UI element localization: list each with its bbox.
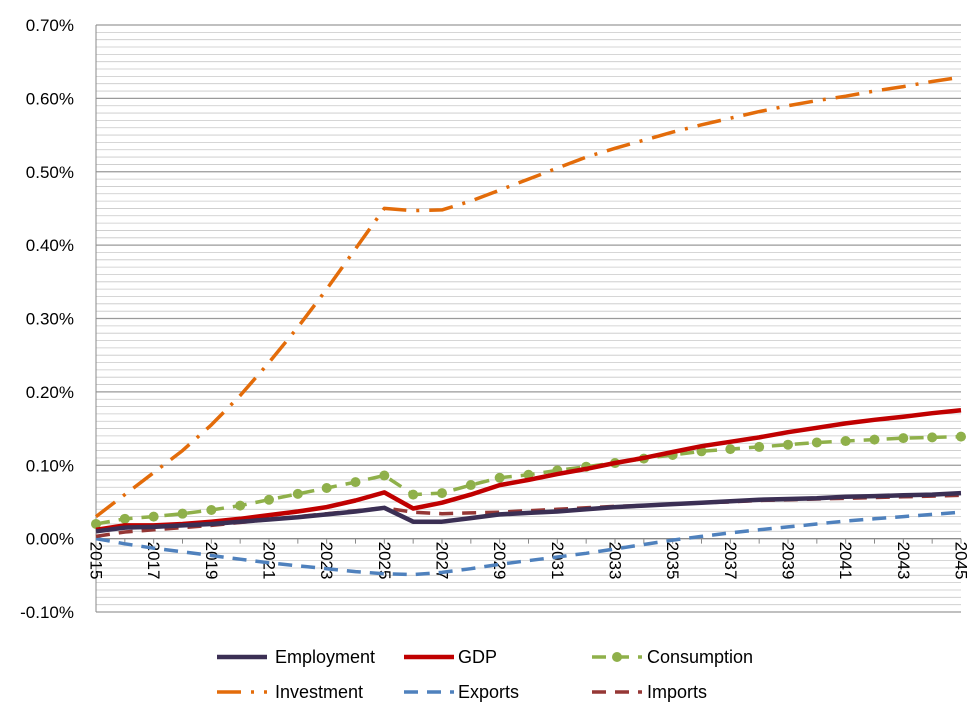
series-point-consumption (465, 480, 476, 491)
legend-label-gdp: GDP (458, 647, 497, 667)
legend-label-imports: Imports (647, 682, 707, 702)
y-tick-label: 0.60% (26, 89, 74, 108)
series-point-consumption (408, 489, 419, 500)
series-point-consumption (869, 434, 880, 445)
x-tick-label: 2021 (260, 542, 279, 580)
x-tick-label: 2025 (375, 542, 394, 580)
series-point-consumption (264, 494, 274, 505)
plot-area (91, 75, 966, 577)
series-point-consumption (898, 433, 909, 444)
series-line-gdp (95, 407, 962, 533)
x-tick-label: 2045 (952, 542, 969, 580)
x-tick-label: 2037 (721, 542, 740, 580)
series-point-consumption (725, 444, 736, 455)
series-line-exports (95, 510, 962, 577)
y-tick-label: 0.30% (26, 310, 74, 329)
x-tick-label: 2043 (894, 542, 913, 580)
series-point-consumption (235, 500, 246, 511)
legend-label-consumption: Consumption (647, 647, 753, 667)
y-tick-label: 0.20% (26, 383, 74, 402)
series-point-consumption (840, 436, 851, 447)
legend-marker-consumption (612, 652, 622, 662)
y-tick-label: -0.10% (20, 603, 74, 622)
series-line-employment (95, 490, 962, 534)
series-point-consumption (811, 437, 822, 448)
series-point-consumption (148, 511, 159, 522)
series-point-consumption (292, 488, 303, 499)
series-point-consumption (927, 432, 938, 443)
series-point-consumption (350, 477, 361, 488)
y-tick-label: 0.70% (26, 16, 74, 35)
series-point-consumption (437, 488, 447, 499)
x-tick-label: 2039 (779, 542, 798, 580)
series-point-consumption (379, 470, 390, 481)
series-point-consumption (956, 431, 966, 442)
y-tick-label: 0.50% (26, 163, 74, 182)
legend-label-exports: Exports (458, 682, 519, 702)
series-line-imports (95, 493, 962, 539)
y-tick-label: 0.40% (26, 236, 74, 255)
y-tick-label: 0.00% (26, 530, 74, 549)
series-point-consumption (206, 505, 217, 516)
x-tick-label: 2029 (490, 542, 509, 580)
series-point-consumption (321, 482, 332, 493)
legend-label-investment: Investment (275, 682, 363, 702)
series-point-consumption (91, 518, 101, 529)
chart-gridlines (96, 24, 961, 613)
y-axis-tick-labels: -0.10% 0.00% 0.10% 0.20% 0.30% 0.40% 0.50% 0.60… (20, 16, 74, 622)
legend-label-employment: Employment (275, 647, 375, 667)
x-tick-label: 2023 (317, 542, 336, 580)
series-point-consumption (754, 441, 765, 452)
x-tick-label: 2031 (548, 542, 567, 580)
x-tick-label: 2015 (87, 542, 106, 580)
x-tick-label: 2019 (202, 542, 221, 580)
x-tick-label: 2017 (144, 542, 163, 580)
series-line-investment (94, 75, 962, 518)
chart-legend: Employment GDP Consumption Investment Export… (217, 647, 753, 702)
x-tick-label: 2035 (663, 542, 682, 580)
x-tick-label: 2027 (433, 542, 452, 580)
series-point-consumption (177, 508, 188, 519)
series-point-consumption (119, 513, 130, 524)
y-tick-label: 0.10% (26, 456, 74, 475)
x-axis-tick-labels: 2015 2017 2019 2021 2023 2025 2027 2029 2031 2033… (87, 542, 969, 580)
series-point-consumption (494, 472, 505, 483)
series-point-consumption (783, 439, 793, 450)
x-tick-label: 2041 (836, 542, 855, 580)
